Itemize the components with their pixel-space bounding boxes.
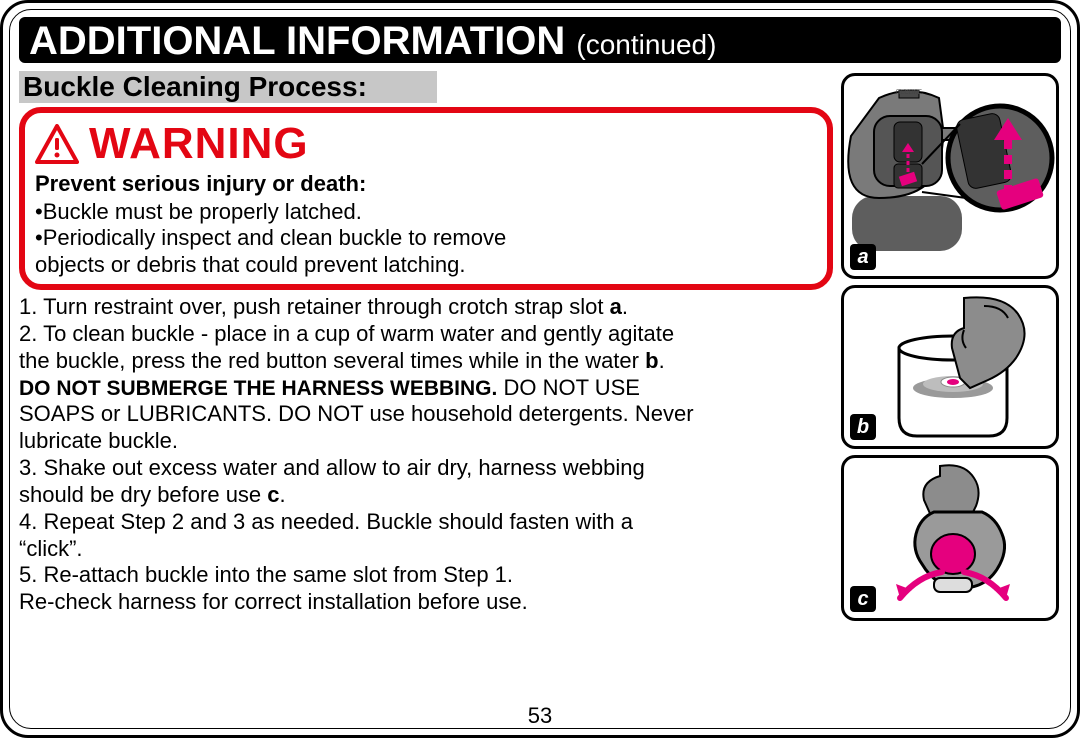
warning-box: WARNING Prevent serious injury or death:… <box>19 107 833 290</box>
content-row: WARNING Prevent serious injury or death:… <box>3 107 1077 621</box>
warning-subtitle: Prevent serious injury or death: <box>35 171 819 197</box>
left-column: WARNING Prevent serious injury or death:… <box>19 107 833 621</box>
step-line: 3. Shake out excess water and allow to a… <box>19 455 833 482</box>
step-line: should be dry before use c. <box>19 482 833 509</box>
step-line: 4. Repeat Step 2 and 3 as needed. Buckle… <box>19 509 833 536</box>
warning-bullets: •Buckle must be properly latched. •Perio… <box>35 199 819 278</box>
warning-bullet: •Periodically inspect and clean buckle t… <box>35 225 819 251</box>
figure-label: a <box>850 244 876 270</box>
svg-text:RECLINE: RECLINE <box>896 90 922 96</box>
step-line: Re-check harness for correct installatio… <box>19 589 833 616</box>
section-title: ADDITIONAL INFORMATION <box>29 19 565 63</box>
figure-a: RECLINE a <box>841 73 1059 279</box>
manual-page: ADDITIONAL INFORMATION (continued) Buckl… <box>0 0 1080 738</box>
figure-a-illustration: RECLINE <box>844 76 1062 282</box>
steps: 1. Turn restraint over, push retainer th… <box>19 294 833 616</box>
step-line: 2. To clean buckle - place in a cup of w… <box>19 321 833 348</box>
warning-triangle-icon <box>35 124 79 164</box>
warning-bullet: •Buckle must be properly latched. <box>35 199 819 225</box>
step-line: SOAPS or LUBRICANTS. DO NOT use househol… <box>19 401 833 428</box>
figure-c: c <box>841 455 1059 621</box>
step-line: 5. Re-attach buckle into the same slot f… <box>19 562 833 589</box>
step-line: DO NOT SUBMERGE THE HARNESS WEBBING. DO … <box>19 375 833 402</box>
step-line: “click”. <box>19 536 833 563</box>
figures-column: RECLINE a <box>841 73 1061 621</box>
step-line: lubricate buckle. <box>19 428 833 455</box>
figure-c-illustration <box>844 458 1062 624</box>
figure-b: b <box>841 285 1059 449</box>
section-continued: (continued) <box>576 29 716 60</box>
warning-title: WARNING <box>89 119 309 169</box>
step-line: 1. Turn restraint over, push retainer th… <box>19 294 833 321</box>
page-number: 53 <box>3 703 1077 729</box>
figure-label: c <box>850 586 876 612</box>
warning-bullet: objects or debris that could prevent lat… <box>35 252 819 278</box>
step-line: the buckle, press the red button several… <box>19 348 833 375</box>
subheading: Buckle Cleaning Process: <box>19 71 437 103</box>
figure-b-illustration <box>844 288 1062 452</box>
section-header: ADDITIONAL INFORMATION (continued) <box>19 17 1061 63</box>
warning-title-row: WARNING <box>35 119 819 169</box>
figure-label: b <box>850 414 876 440</box>
